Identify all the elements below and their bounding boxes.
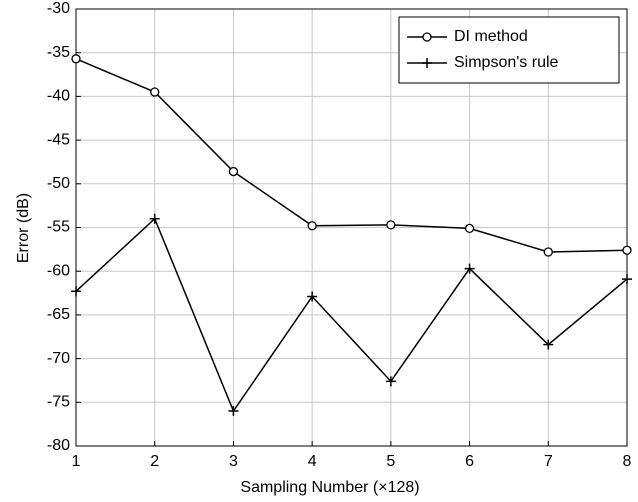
point	[622, 245, 632, 255]
legend-label: Simpson's rule	[454, 54, 559, 71]
point	[150, 87, 160, 97]
series-line	[75, 217, 628, 413]
x-tick-label: 1	[72, 453, 81, 470]
y-tick-label: -30	[47, 0, 70, 17]
legend-box	[398, 16, 620, 84]
point	[228, 166, 239, 177]
x-tick-label: 3	[229, 453, 238, 470]
plot-frame	[75, 8, 628, 447]
x-tick-label: 2	[150, 453, 159, 470]
point	[464, 263, 475, 274]
point	[149, 213, 160, 224]
point	[71, 54, 81, 64]
x-axis-label: Sampling Number (×128)	[240, 479, 419, 496]
y-tick-label: -45	[47, 131, 70, 148]
y-tick-label: -35	[47, 44, 70, 61]
y-tick-label: -55	[47, 219, 70, 236]
y-tick-label: -50	[47, 175, 70, 192]
y-tick-label: -40	[47, 88, 70, 105]
point	[386, 220, 396, 230]
point	[71, 286, 81, 297]
y-tick-label: -80	[47, 437, 70, 454]
point	[543, 339, 554, 350]
point	[228, 406, 239, 417]
point	[543, 247, 553, 257]
legend-marker	[422, 32, 432, 42]
legend-label: DI method	[454, 28, 528, 45]
y-tick-label: -60	[47, 262, 70, 279]
y-tick-label: -65	[47, 306, 70, 323]
x-tick-label: 7	[544, 453, 553, 470]
legend-marker	[422, 58, 432, 68]
x-tick-label: 6	[465, 453, 474, 470]
x-tick-label: 4	[308, 453, 317, 470]
point	[307, 291, 318, 302]
x-tick-label: 8	[623, 453, 632, 470]
series-line	[75, 58, 628, 253]
point	[464, 223, 475, 234]
point	[622, 274, 632, 285]
x-tick-label: 5	[386, 453, 395, 470]
y-tick-label: -75	[47, 394, 70, 411]
point	[307, 221, 317, 231]
point	[385, 376, 396, 387]
y-tick-label: -70	[47, 350, 70, 367]
y-axis-label: Error (dB)	[15, 193, 32, 263]
